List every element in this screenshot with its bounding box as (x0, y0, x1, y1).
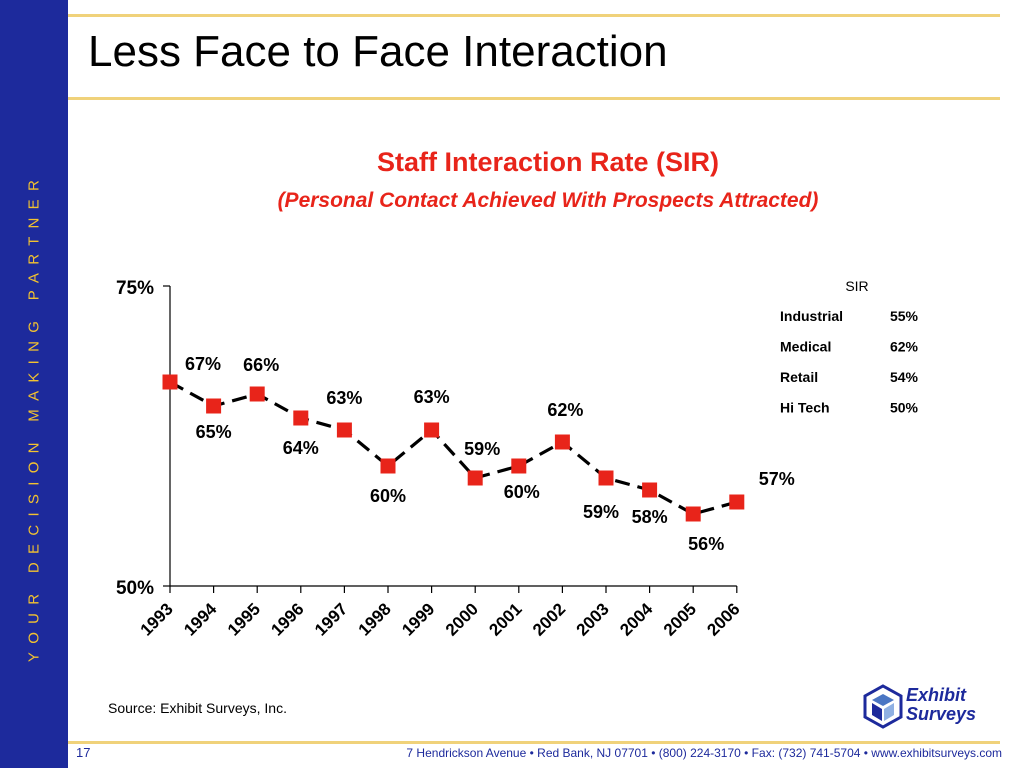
data-label: 60% (370, 486, 406, 506)
footer-contact-info: 7 Hendrickson Avenue • Red Bank, NJ 0770… (406, 746, 1002, 760)
x-tick-label: 2002 (529, 599, 569, 639)
data-label: 60% (504, 482, 540, 502)
data-point-marker (729, 494, 745, 510)
data-point-marker (554, 434, 570, 450)
data-point-marker (598, 470, 614, 486)
page-title: Less Face to Face Interaction (88, 27, 668, 76)
data-label: 59% (464, 439, 500, 459)
data-label: 63% (326, 388, 362, 408)
data-point-marker (206, 398, 222, 414)
chart-title: Staff Interaction Rate (SIR) (377, 147, 719, 177)
data-label: 62% (547, 400, 583, 420)
legend-row-value: 55% (890, 308, 919, 324)
data-point-marker (249, 386, 265, 402)
x-tick-label: 2004 (616, 599, 657, 640)
x-tick-label: 2001 (485, 599, 525, 639)
source-note: Source: Exhibit Surveys, Inc. (108, 700, 287, 716)
data-point-marker (642, 482, 658, 498)
data-point-marker (467, 470, 483, 486)
data-label: 58% (632, 507, 668, 527)
data-label: 57% (759, 469, 795, 489)
logo-line-1: Exhibit (906, 685, 967, 705)
data-label: 67% (185, 354, 221, 374)
data-point-marker (336, 422, 352, 438)
x-tick-label: 1993 (137, 599, 177, 639)
legend-row-value: 62% (890, 339, 919, 355)
page-number: 17 (76, 745, 91, 760)
legend-row-value: 50% (890, 400, 919, 416)
data-point-marker (293, 410, 309, 426)
x-tick-label: 1997 (311, 599, 351, 639)
data-point-marker (424, 422, 440, 438)
legend-table-header: SIR (845, 278, 868, 294)
legend-row-label: Hi Tech (780, 400, 830, 416)
logo-line-2: Surveys (906, 704, 977, 724)
data-point-marker (685, 506, 701, 522)
data-label: 65% (196, 422, 232, 442)
bottom-rule (68, 741, 1000, 744)
x-tick-label: 2000 (442, 599, 482, 639)
data-point-marker (380, 458, 396, 474)
x-tick-label: 1996 (267, 599, 307, 639)
x-tick-label: 2003 (573, 599, 613, 639)
x-tick-label: 1998 (355, 599, 395, 639)
cube-icon (863, 684, 903, 729)
legend-row-label: Retail (780, 369, 818, 385)
chart-subtitle: (Personal Contact Achieved With Prospect… (278, 189, 819, 212)
y-tick-label: 50% (116, 578, 154, 599)
sir-line-chart: Staff Interaction Rate (SIR) (Personal C… (116, 147, 919, 640)
sidebar-band: YOUR DECISION MAKING PARTNER (0, 0, 68, 768)
top-rule (68, 14, 1000, 17)
x-tick-label: 1999 (398, 599, 438, 639)
data-label: 64% (283, 438, 319, 458)
data-label: 63% (414, 387, 450, 407)
legend-row-label: Industrial (780, 308, 843, 324)
data-point-marker (511, 458, 527, 474)
data-point-marker (162, 374, 178, 390)
x-tick-label: 1995 (224, 599, 264, 639)
data-label: 59% (583, 502, 619, 522)
legend-row-value: 54% (890, 369, 919, 385)
y-tick-label: 75% (116, 278, 154, 299)
title-rule (68, 97, 1000, 100)
x-tick-label: 2006 (703, 599, 743, 639)
data-label: 66% (243, 355, 279, 375)
x-tick-label: 2005 (660, 599, 700, 639)
exhibit-surveys-logo: Exhibit Surveys (862, 684, 982, 734)
x-tick-label: 1994 (180, 599, 221, 640)
legend-row-label: Medical (780, 339, 831, 355)
data-label: 56% (688, 534, 724, 554)
